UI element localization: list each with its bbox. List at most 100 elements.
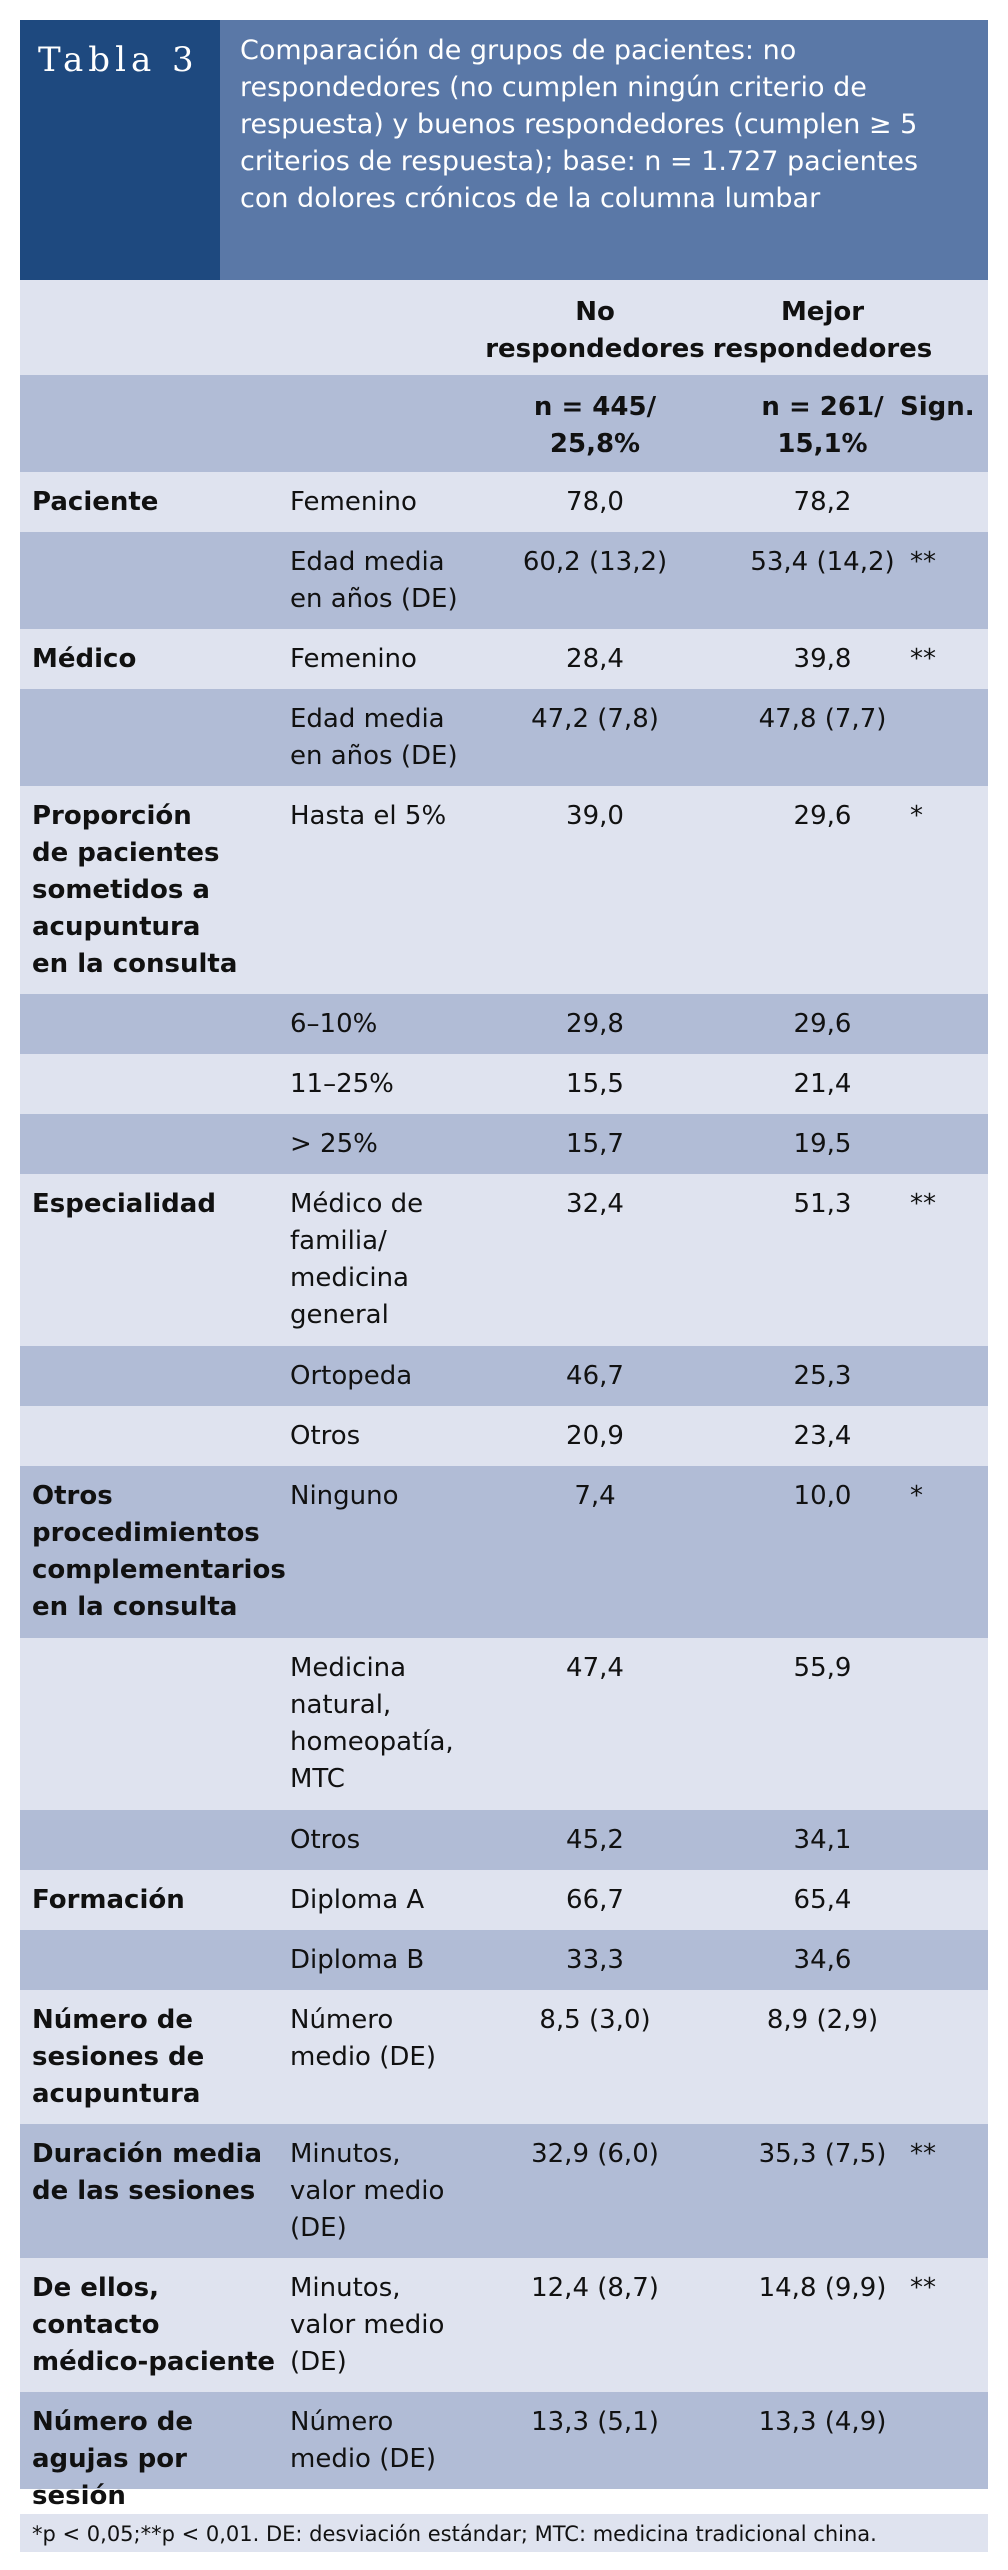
significance-mark: ** (910, 644, 936, 674)
table-row: Medicina natural, homeopatía, MTC 47,4 55,… (20, 1638, 988, 1810)
row-item-label: Minutos, valor medio (DE) (290, 2139, 445, 2243)
row-item-label: Número medio (DE) (290, 2407, 436, 2474)
row-group-label: Número de agujas por sesión (32, 2407, 193, 2511)
row-item-label: Minutos, valor medio (DE) (290, 2273, 445, 2377)
value-mejor-respondedores: 14,8 (9,9) (758, 2273, 887, 2303)
row-item-label: Edad media en años (DE) (290, 704, 458, 771)
significance-mark (910, 1638, 988, 1650)
value-no-respondedores: 13,3 (5,1) (531, 2407, 659, 2437)
table-row: Otros 45,2 34,1 (20, 1810, 988, 1870)
significance-mark: ** (910, 1189, 936, 1219)
significance-mark: * (910, 801, 923, 831)
table-row: Número de sesiones de acupuntura Número m… (20, 1990, 988, 2124)
value-mejor-respondedores: 25,3 (793, 1361, 852, 1391)
significance-mark: ** (910, 2139, 936, 2169)
col-n-mejor-respondedores: n = 261/ 15,1% (761, 392, 884, 459)
significance-mark (910, 1054, 988, 1066)
value-mejor-respondedores: 19,5 (793, 1129, 852, 1159)
value-no-respondedores: 60,2 (13,2) (522, 547, 668, 577)
value-no-respondedores: 7,4 (574, 1481, 616, 1511)
row-group-label (32, 1346, 287, 1358)
row-group-label: Especialidad (32, 1189, 216, 1219)
value-mejor-respondedores: 13,3 (4,9) (758, 2407, 887, 2437)
table-row: Médico Femenino 28,4 39,8 ** (20, 629, 988, 689)
table-row: 6–10% 29,8 29,6 (20, 994, 988, 1054)
significance-mark: * (910, 1481, 923, 1511)
row-item-label: Otros (290, 1421, 361, 1451)
row-item-label: Medicina natural, homeopatía, MTC (290, 1653, 454, 1794)
row-group-label (32, 1114, 287, 1126)
table-row: Diploma B 33,3 34,6 (20, 1930, 988, 1990)
table-row: Paciente Femenino 78,0 78,2 (20, 472, 988, 532)
table-row: Especialidad Médico de familia/ medicina … (20, 1174, 988, 1346)
row-group-label: Otros procedimientos complementarios en … (32, 1481, 286, 1622)
table-row: 11–25% 15,5 21,4 (20, 1054, 988, 1114)
value-mejor-respondedores: 55,9 (793, 1653, 852, 1683)
row-group-label (32, 1406, 287, 1418)
significance-mark: ** (910, 547, 936, 577)
value-mejor-respondedores: 29,6 (793, 1009, 852, 1039)
significance-mark (910, 2392, 988, 2404)
table-row: Edad media en años (DE) 60,2 (13,2) 53,4 (… (20, 532, 988, 629)
row-group-label: Número de sesiones de acupuntura (32, 2005, 205, 2109)
significance-mark (910, 994, 988, 1006)
value-mejor-respondedores: 47,8 (7,7) (758, 704, 887, 734)
significance-mark (910, 1346, 988, 1358)
row-group-label: De ellos, contacto médico-paciente (32, 2273, 276, 2377)
col-n-no-respondedores: n = 445/ 25,8% (533, 392, 657, 459)
row-item-label: Médico de familia/ medicina general (290, 1189, 424, 1330)
table-number-label: Tabla 3 (20, 20, 220, 280)
row-item-label: Ortopeda (290, 1361, 413, 1391)
row-group-label (32, 1054, 287, 1066)
table-row: Formación Diploma A 66,7 65,4 (20, 1870, 988, 1930)
row-group-label (32, 689, 287, 701)
table-title: Comparación de grupos de pacientes: no r… (220, 20, 988, 280)
significance-mark (910, 472, 988, 484)
value-no-respondedores: 32,4 (566, 1189, 624, 1219)
significance-mark (910, 1810, 988, 1822)
significance-mark (910, 1406, 988, 1418)
value-mejor-respondedores: 10,0 (793, 1481, 852, 1511)
row-item-label: Edad media en años (DE) (290, 547, 458, 614)
col-header-no-respondedores: No respondedores (485, 297, 705, 364)
value-mejor-respondedores: 78,2 (793, 487, 852, 517)
row-group-label: Proporción de pacientes sometidos a acup… (32, 801, 238, 979)
value-mejor-respondedores: 23,4 (793, 1421, 852, 1451)
row-group-label (32, 1810, 287, 1822)
significance-mark (910, 1114, 988, 1126)
value-mejor-respondedores: 29,6 (793, 801, 852, 831)
value-no-respondedores: 12,4 (8,7) (531, 2273, 659, 2303)
value-mejor-respondedores: 51,3 (793, 1189, 852, 1219)
value-no-respondedores: 66,7 (566, 1885, 624, 1915)
row-group-label (32, 1638, 287, 1650)
value-no-respondedores: 47,4 (566, 1653, 624, 1683)
column-n-row: n = 445/ 25,8% n = 261/ 15,1% Sign. (20, 375, 988, 472)
value-no-respondedores: 28,4 (566, 644, 624, 674)
value-mejor-respondedores: 34,1 (793, 1825, 852, 1855)
row-item-label: > 25% (290, 1129, 378, 1159)
table-header: Tabla 3 Comparación de grupos de pacient… (20, 20, 988, 280)
row-group-label (32, 532, 287, 544)
table-row: Edad media en años (DE) 47,2 (7,8) 47,8 (7… (20, 689, 988, 786)
row-group-label: Formación (32, 1885, 185, 1915)
table-footnote: *p < 0,05;**p < 0,01. DE: desviación est… (20, 2512, 988, 2552)
col-header-sign: Sign. (900, 392, 975, 422)
value-mejor-respondedores: 34,6 (793, 1945, 852, 1975)
row-group-label: Médico (32, 644, 137, 674)
value-mejor-respondedores: 53,4 (14,2) (750, 547, 895, 577)
value-no-respondedores: 47,2 (7,8) (531, 704, 659, 734)
value-no-respondedores: 32,9 (6,0) (531, 2139, 659, 2169)
value-no-respondedores: 45,2 (566, 1825, 624, 1855)
significance-mark (910, 1990, 988, 2002)
row-item-label: Número medio (DE) (290, 2005, 436, 2072)
row-item-label: Otros (290, 1825, 361, 1855)
table-row: Ortopeda 46,7 25,3 (20, 1346, 988, 1406)
row-item-label: Diploma B (290, 1945, 425, 1975)
table-row: Otros procedimientos complementarios en … (20, 1466, 988, 1638)
table-row: Proporción de pacientes sometidos a acup… (20, 786, 988, 994)
table-row: > 25% 15,7 19,5 (20, 1114, 988, 1174)
value-no-respondedores: 78,0 (566, 487, 624, 517)
value-no-respondedores: 46,7 (566, 1361, 624, 1391)
value-no-respondedores: 29,8 (566, 1009, 624, 1039)
significance-mark (910, 689, 988, 701)
